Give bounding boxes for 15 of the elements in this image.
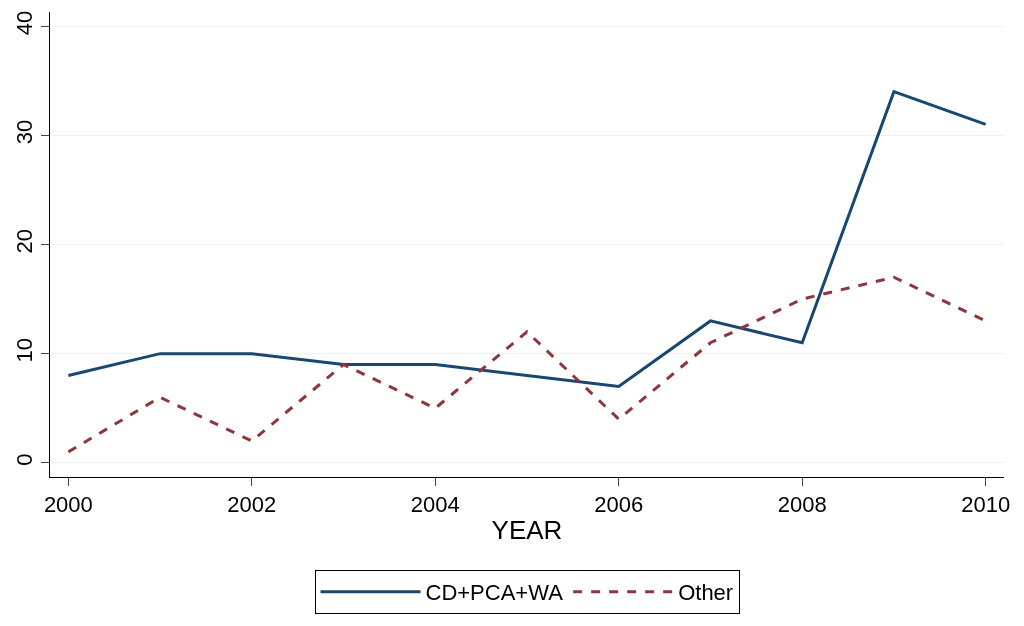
line-series <box>66 90 988 388</box>
x-tick-label: 2008 <box>777 492 827 518</box>
x-tick-label: 2006 <box>594 492 644 518</box>
x-tick-label: 2002 <box>227 492 277 518</box>
x-tick-label: 2004 <box>410 492 460 518</box>
legend-label: Other <box>678 580 734 606</box>
y-tick-label: 40 <box>12 10 38 36</box>
x-tick-label: 2010 <box>961 492 1011 518</box>
y-tick-label: 20 <box>12 228 38 254</box>
y-tick-label: 30 <box>12 119 38 145</box>
y-tick-label: 10 <box>12 338 38 363</box>
x-tick-label: 2000 <box>43 492 93 518</box>
x-axis-title: YEAR <box>491 515 563 546</box>
legend-label: CD+PCA+WA <box>425 580 564 606</box>
y-tick-label: 0 <box>12 453 38 466</box>
